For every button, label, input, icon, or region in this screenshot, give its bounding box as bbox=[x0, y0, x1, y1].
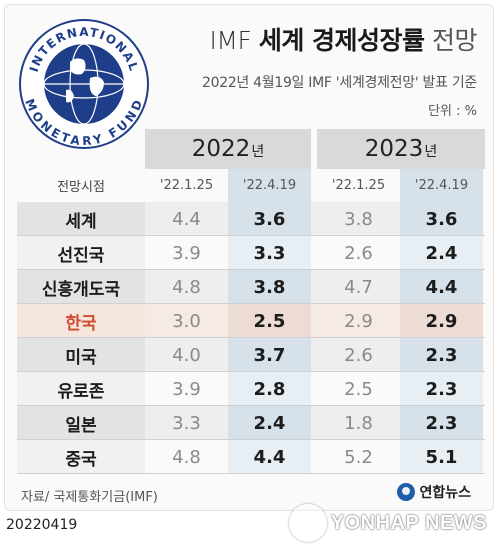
source-note: 자료/ 국제통화기금(IMF) bbox=[21, 490, 158, 505]
table-row: 유로존 3.9 2.8 2.5 2.3 bbox=[17, 372, 485, 406]
table-header-row: 전망시점 '22.1.25 '22.4.19 '22.1.25 '22.4.19 bbox=[17, 169, 485, 202]
value-2022-jan: 4.8 bbox=[145, 270, 228, 304]
row-label: 중국 bbox=[17, 440, 145, 474]
yonhap-logo-icon bbox=[397, 483, 416, 501]
publish-date: 20220419 bbox=[6, 517, 78, 533]
value-2022-apr: 4.4 bbox=[228, 440, 311, 474]
brand-name: 연합뉴스 bbox=[419, 485, 471, 501]
table-row: 신흥개도국 4.8 3.8 4.7 4.4 bbox=[17, 270, 485, 304]
value-2023-jan: 1.8 bbox=[317, 406, 400, 440]
value-2023-jan: 5.2 bbox=[317, 440, 400, 474]
value-2022-jan: 3.3 bbox=[145, 406, 228, 440]
value-2023-jan: 2.6 bbox=[317, 338, 400, 372]
row-label: 한국 bbox=[17, 304, 145, 338]
subtitle: 2022년 4월19일 IMF '세계경제전망' 발표 기준 bbox=[202, 75, 477, 91]
unit-label: 단위 : % bbox=[428, 104, 477, 119]
value-2022-apr: 2.8 bbox=[228, 372, 311, 406]
col-header-2022-apr: '22.4.19 bbox=[228, 169, 311, 202]
table-body: 세계 4.4 3.6 3.8 3.6 선진국 3.9 3.3 2.6 2.4 신흥개도국 4.8 3.8… bbox=[17, 202, 485, 474]
row-label: 미국 bbox=[17, 338, 145, 372]
value-2023-apr: 5.1 bbox=[400, 440, 483, 474]
value-2023-jan: 4.7 bbox=[317, 270, 400, 304]
imf-logo: INTERNATIONAL MONETARY FUND bbox=[19, 19, 149, 149]
row-label: 일본 bbox=[17, 406, 145, 440]
value-2022-jan: 3.9 bbox=[145, 236, 228, 270]
forecast-date-header: 전망시점 bbox=[57, 180, 105, 195]
table-row: 일본 3.3 2.4 1.8 2.3 bbox=[17, 406, 485, 440]
value-2022-jan: 4.8 bbox=[145, 440, 228, 474]
row-label: 선진국 bbox=[17, 236, 145, 270]
value-2023-apr: 2.4 bbox=[400, 236, 483, 270]
value-2023-jan: 2.6 bbox=[317, 236, 400, 270]
yonhap-watermark-icon bbox=[288, 504, 327, 542]
value-2023-apr: 2.3 bbox=[400, 406, 483, 440]
value-2022-apr: 3.6 bbox=[228, 202, 311, 236]
row-label: 유로존 bbox=[17, 372, 145, 406]
value-2023-apr: 3.6 bbox=[400, 202, 483, 236]
year-label: 2023 bbox=[364, 136, 424, 162]
title-main: 세계 경제성장률 bbox=[258, 26, 425, 55]
col-header-2023-jan: '22.1.25 bbox=[331, 178, 386, 193]
year-header-2022: 2022 년 bbox=[145, 129, 311, 169]
year-suffix: 년 bbox=[251, 144, 265, 160]
value-2023-apr: 4.4 bbox=[400, 270, 483, 304]
col-header-2022-jan: '22.1.25 bbox=[159, 178, 214, 193]
value-2022-jan: 4.0 bbox=[145, 338, 228, 372]
value-2022-apr: 2.5 bbox=[228, 304, 311, 338]
value-2023-jan: 3.8 bbox=[317, 202, 400, 236]
watermark: YONHAP NEWS bbox=[288, 504, 487, 542]
value-2022-apr: 2.4 bbox=[228, 406, 311, 440]
value-2022-apr: 3.8 bbox=[228, 270, 311, 304]
page-title: IMF 세계 경제성장률 전망 bbox=[209, 21, 478, 57]
row-label: 세계 bbox=[17, 202, 145, 236]
infographic-card: INTERNATIONAL MONETARY FUND IMF 세계 경제성장률… bbox=[4, 4, 494, 511]
forecast-table: 전망시점 '22.1.25 '22.4.19 '22.1.25 '22.4.19… bbox=[17, 169, 485, 474]
table-row: 세계 4.4 3.6 3.8 3.6 bbox=[17, 202, 485, 236]
value-2023-apr: 2.9 bbox=[400, 304, 483, 338]
col-header-2023-apr: '22.4.19 bbox=[400, 169, 483, 202]
value-2022-jan: 3.9 bbox=[145, 372, 228, 406]
title-prefix: IMF bbox=[209, 26, 259, 55]
value-2022-jan: 4.4 bbox=[145, 202, 228, 236]
title-suffix: 전망 bbox=[424, 26, 478, 55]
watermark-text: YONHAP NEWS bbox=[330, 511, 487, 534]
table-row: 중국 4.8 4.4 5.2 5.1 bbox=[17, 440, 485, 474]
year-header-2023: 2023 년 bbox=[317, 129, 485, 169]
table-row: 한국 3.0 2.5 2.9 2.9 bbox=[17, 304, 485, 338]
year-suffix: 년 bbox=[424, 144, 438, 160]
value-2023-apr: 2.3 bbox=[400, 338, 483, 372]
value-2022-jan: 3.0 bbox=[145, 304, 228, 338]
value-2022-apr: 3.7 bbox=[228, 338, 311, 372]
row-label: 신흥개도국 bbox=[17, 270, 145, 304]
value-2022-apr: 3.3 bbox=[228, 236, 311, 270]
value-2023-jan: 2.9 bbox=[317, 304, 400, 338]
yonhap-brand: 연합뉴스 bbox=[397, 482, 471, 502]
value-2023-jan: 2.5 bbox=[317, 372, 400, 406]
table-row: 미국 4.0 3.7 2.6 2.3 bbox=[17, 338, 485, 372]
table-row: 선진국 3.9 3.3 2.6 2.4 bbox=[17, 236, 485, 270]
value-2023-apr: 2.3 bbox=[400, 372, 483, 406]
year-label: 2022 bbox=[191, 136, 251, 162]
